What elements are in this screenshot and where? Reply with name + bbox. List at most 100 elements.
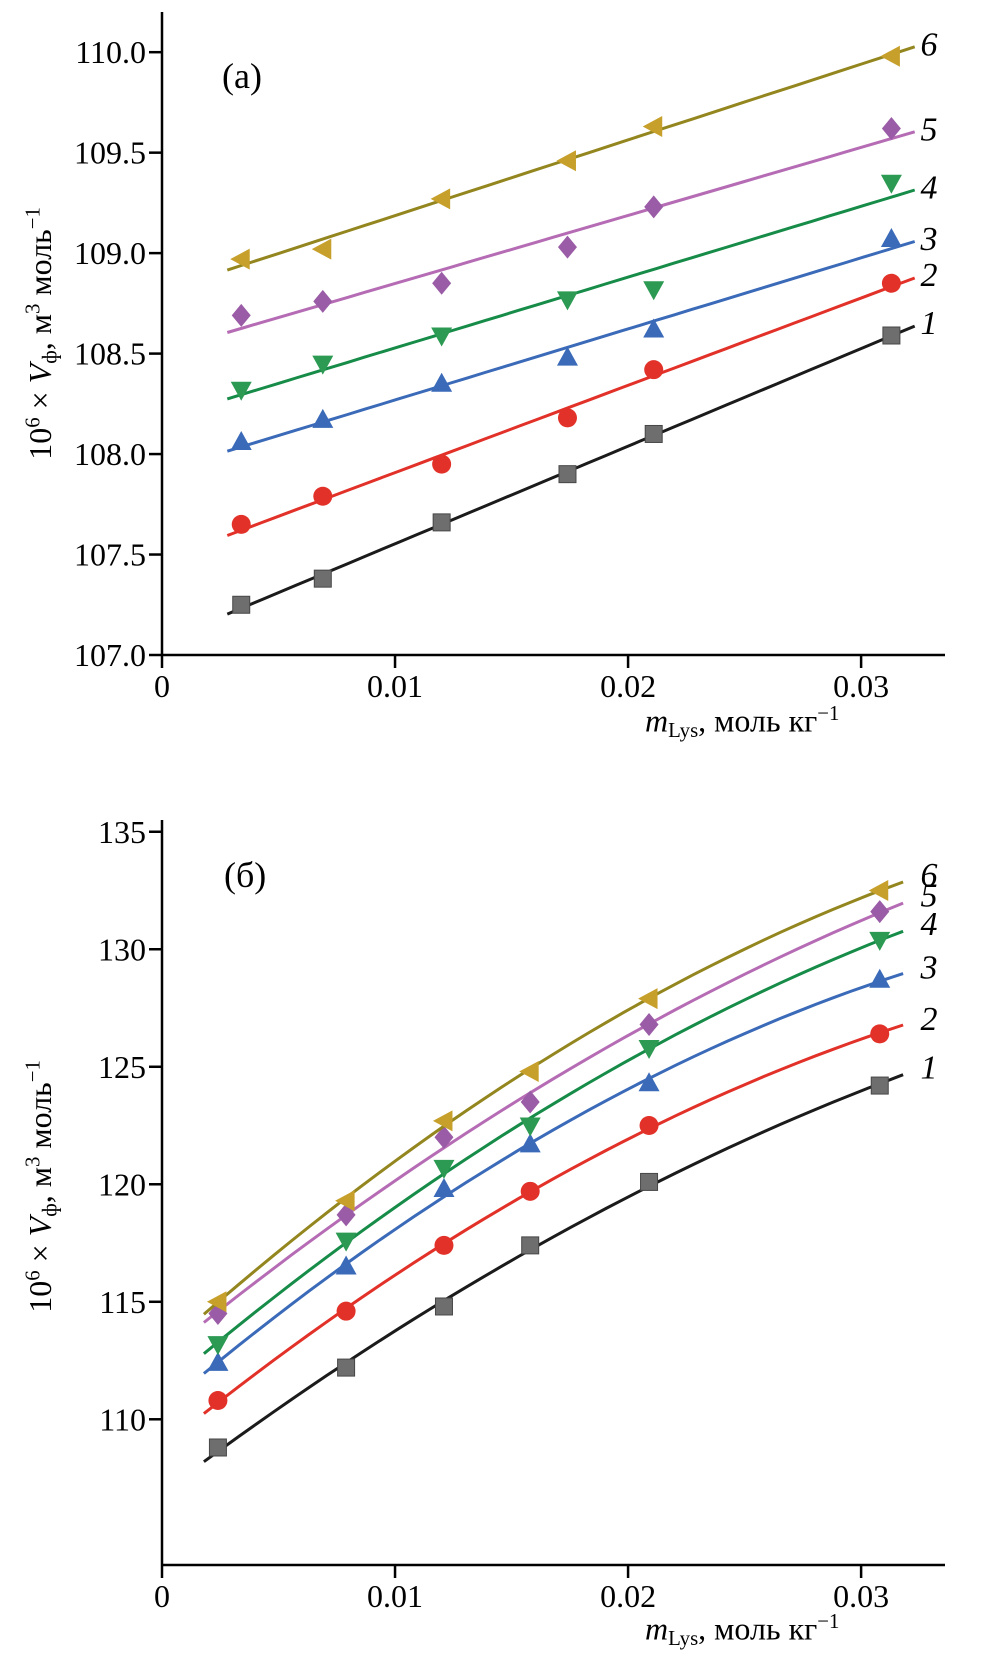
marker-square-series-1 — [337, 1358, 356, 1377]
marker-square-series-1 — [232, 595, 251, 614]
series-label-3: 3 — [920, 949, 938, 986]
marker-triangle-left-series-6 — [642, 116, 663, 138]
marker-triangle-down-series-4 — [312, 355, 334, 375]
y-tick-label: 108.5 — [74, 336, 146, 372]
marker-diamond-series-5 — [434, 1125, 454, 1149]
marker-square-series-1 — [432, 513, 451, 532]
y-label-unit1: , м — [22, 1167, 59, 1204]
chart-panel-a: 107.0 107.5 108.0 108.5 109.0 109.5 110.0 0 0.01… — [74, 12, 945, 704]
x-tick-label: 0.01 — [367, 1578, 423, 1614]
marker-triangle-left-series-6 — [638, 988, 658, 1010]
y-tick-label: 110.0 — [75, 34, 146, 70]
y-label-unit1-exp: 3 — [21, 303, 45, 315]
y-label-base: 10 — [22, 427, 59, 460]
marker-circle-series-2 — [231, 514, 251, 534]
marker-circle-series-2 — [434, 1235, 454, 1255]
x-label-variable: m — [645, 1610, 669, 1647]
marker-triangle-up-series-3 — [207, 1351, 229, 1371]
marker-triangle-down-series-4 — [431, 327, 453, 347]
marker-triangle-left-series-6 — [335, 1190, 355, 1212]
marker-circle-series-2 — [313, 486, 333, 506]
marker-square-series-1 — [640, 1172, 659, 1191]
fit-line-series-6 — [202, 880, 904, 1316]
marker-square-series-1 — [434, 1297, 453, 1316]
marker-triangle-left-series-6 — [556, 150, 576, 172]
marker-circle-series-2 — [557, 408, 577, 428]
x-label-variable: m — [645, 702, 669, 739]
marker-triangle-up-series-3 — [230, 431, 252, 451]
series-label-1: 1 — [921, 305, 938, 342]
x-tick-label: 0.03 — [833, 1578, 889, 1614]
marker-square-series-1 — [208, 1438, 227, 1457]
marker-diamond-series-5 — [520, 1090, 540, 1114]
x-tick-label: 0.02 — [600, 668, 656, 704]
marker-triangle-left-series-6 — [432, 1110, 453, 1132]
marker-circle-series-2 — [639, 1116, 659, 1136]
x-axis-label-a: mLys, моль кг−1 — [645, 702, 839, 743]
y-label-base: 10 — [22, 1280, 59, 1313]
marker-diamond-series-5 — [870, 900, 890, 924]
y-tick-label: 108.0 — [74, 436, 146, 472]
x-label-unit-exp: −1 — [817, 702, 840, 725]
y-label-unit2: моль — [22, 229, 59, 304]
marker-triangle-left-series-6 — [430, 188, 451, 210]
fit-line-series-3 — [202, 972, 904, 1375]
y-label-unit2-exp: −1 — [21, 1060, 45, 1083]
x-label-unit: , моль кг — [698, 702, 818, 739]
fit-line-series-3 — [226, 240, 916, 453]
marker-triangle-up-series-3 — [335, 1255, 357, 1275]
y-axis-label-b: 106 × Vф, м3 моль−1 — [22, 1006, 63, 1366]
marker-diamond-series-5 — [231, 303, 251, 327]
y-label-unit1: , м — [22, 314, 59, 351]
marker-triangle-down-series-4 — [519, 1117, 541, 1137]
series-label-2: 2 — [921, 1001, 938, 1038]
marker-triangle-left-series-6 — [519, 1060, 539, 1082]
y-tick-label: 110 — [99, 1401, 146, 1437]
fit-line-series-1 — [203, 1073, 904, 1463]
marker-triangle-down-series-4 — [433, 1159, 455, 1179]
marker-square-series-1 — [558, 465, 577, 484]
series-label-1: 1 — [921, 1050, 938, 1087]
marker-triangle-up-series-3 — [643, 318, 665, 338]
series-label-3: 3 — [920, 221, 938, 258]
x-tick-label: 0 — [154, 1578, 170, 1614]
marker-triangle-up-series-3 — [869, 968, 891, 988]
y-tick-label: 130 — [98, 931, 146, 967]
marker-triangle-down-series-4 — [335, 1232, 357, 1252]
y-label-exponent: 6 — [21, 1270, 45, 1281]
series-label-6: 6 — [921, 26, 938, 63]
marker-triangle-left-series-6 — [868, 880, 889, 902]
x-label-unit: , моль кг — [698, 1610, 818, 1647]
marker-triangle-left-series-6 — [311, 238, 332, 260]
y-tick-label: 109.5 — [74, 135, 146, 171]
fit-line-series-2 — [226, 276, 916, 537]
marker-diamond-series-5 — [557, 235, 577, 259]
y-tick-label: 115 — [99, 1284, 146, 1320]
y-label-unit1-exp: 3 — [21, 1156, 45, 1168]
y-tick-label: 120 — [98, 1166, 146, 1202]
y-label-times: × — [22, 1236, 59, 1271]
y-label-variable-sub: ф — [38, 1203, 62, 1217]
marker-square-series-1 — [644, 424, 663, 443]
marker-diamond-series-5 — [313, 289, 333, 313]
series-label-2: 2 — [921, 257, 938, 294]
marker-triangle-up-series-3 — [431, 372, 453, 392]
series-label-5: 5 — [921, 878, 938, 915]
chart-panel-b: 110 115 120 125 130 135 0 0.01 0.02 0.03 1 2 3 456 — [98, 814, 945, 1614]
y-label-variable: V — [22, 363, 59, 384]
marker-diamond-series-5 — [644, 195, 664, 219]
series-label-6: 6 — [921, 857, 938, 894]
y-tick-label: 107.0 — [74, 637, 146, 673]
marker-circle-series-2 — [881, 273, 901, 293]
marker-square-series-1 — [882, 326, 901, 345]
x-tick-label: 0.03 — [833, 668, 889, 704]
marker-triangle-up-series-3 — [880, 228, 902, 248]
marker-circle-series-2 — [208, 1390, 228, 1410]
marker-square-series-1 — [870, 1076, 889, 1095]
marker-diamond-series-5 — [432, 271, 452, 295]
fit-line-series-5 — [226, 130, 916, 334]
marker-triangle-down-series-4 — [880, 174, 902, 194]
series-label-4: 4 — [921, 170, 938, 207]
y-tick-label: 107.5 — [74, 537, 146, 573]
